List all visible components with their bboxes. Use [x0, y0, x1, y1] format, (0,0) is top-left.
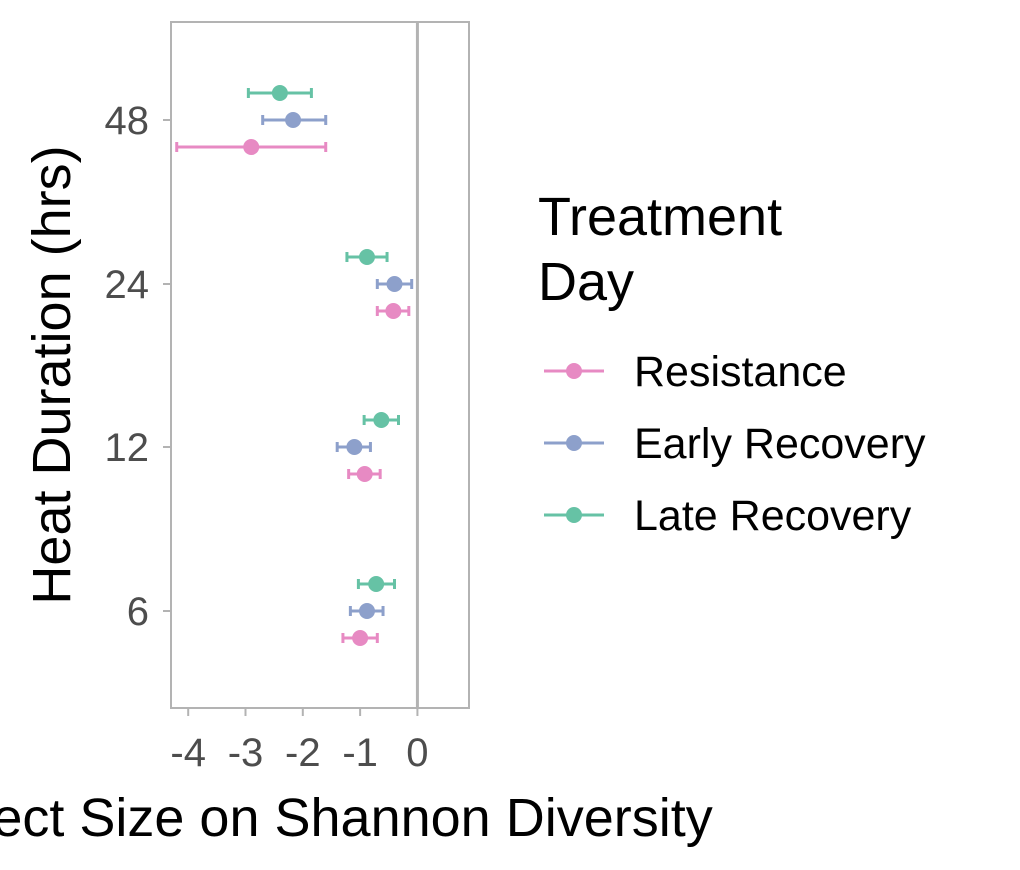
y-axis-title: Heat Duration (hrs) — [22, 145, 82, 604]
x-tick-label: -1 — [342, 731, 378, 775]
legend-key-point — [566, 507, 582, 523]
data-point — [385, 303, 402, 319]
data-point — [346, 439, 363, 455]
data-point — [243, 139, 260, 155]
plot-marks — [175, 85, 414, 646]
y-axis: 6 12 24 48 — [105, 99, 171, 634]
x-tick-label: 0 — [406, 731, 428, 775]
data-point — [358, 249, 375, 265]
legend-label: Early Recovery — [634, 420, 926, 468]
y-tick-label: 12 — [105, 426, 150, 470]
x-axis: -4 -3 -2 -1 0 — [170, 708, 429, 775]
series-late-recovery — [246, 85, 401, 592]
data-point — [271, 85, 288, 101]
data-point — [386, 276, 403, 292]
y-tick-label: 6 — [127, 590, 149, 634]
legend-label: Late Recovery — [634, 492, 912, 540]
y-tick-label: 24 — [105, 263, 150, 307]
x-tick-label: -4 — [170, 731, 206, 775]
data-point — [352, 630, 369, 646]
series-resistance — [175, 139, 411, 646]
data-point — [285, 112, 302, 128]
legend-title-line: Treatment — [538, 187, 782, 247]
plot-panel — [170, 21, 470, 709]
data-point — [368, 576, 385, 592]
x-tick-label: -2 — [285, 731, 321, 775]
data-point — [356, 466, 373, 482]
legend-key-point — [566, 435, 582, 451]
y-tick-label: 48 — [105, 99, 150, 143]
x-axis-title: Effect Size on Shannon Diversity — [0, 788, 713, 848]
data-point — [358, 603, 375, 619]
panel-border — [170, 21, 470, 709]
legend-title-line: Day — [538, 252, 634, 312]
legend-label: Resistance — [634, 348, 847, 396]
data-point — [373, 412, 390, 428]
x-tick-label: -3 — [228, 731, 264, 775]
series-early-recovery — [261, 112, 414, 619]
legend-key-point — [566, 363, 582, 379]
